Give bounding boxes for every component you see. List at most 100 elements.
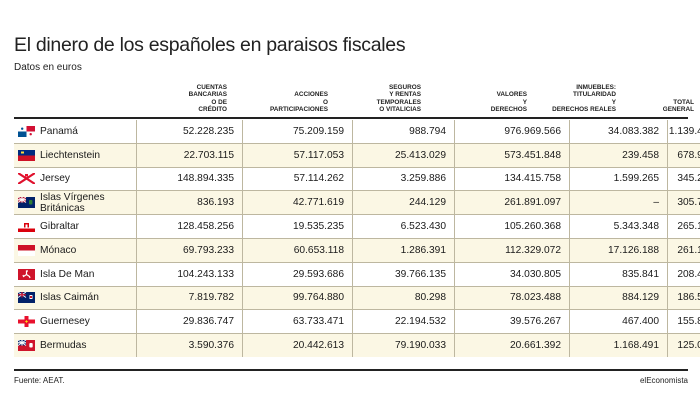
- bermuda-flag-icon: [17, 339, 35, 352]
- value-cell: 6.523.430: [352, 214, 455, 239]
- value-cell: 3.590.376: [136, 333, 243, 357]
- table-row: Gibraltar 128.458.256 19.535.235 6.523.430 1…: [14, 214, 700, 239]
- source-note: Fuente: AEAT.: [14, 376, 65, 385]
- country-name: Jersey: [40, 173, 71, 185]
- value-cell: 1.286.391: [352, 237, 455, 263]
- value-cell: 265.120.640: [667, 214, 700, 239]
- value-cell: 42.771.619: [242, 190, 353, 215]
- value-cell: 835.841: [569, 261, 668, 287]
- country-name: Mónaco: [40, 244, 77, 256]
- value-cell: 148.894.335: [136, 166, 243, 191]
- country-cell: Gibraltar: [14, 214, 137, 239]
- country-name: Panamá: [40, 125, 78, 137]
- value-cell: 208.469.603: [667, 261, 700, 287]
- value-cell: 112.329.072: [454, 237, 570, 263]
- column-header: SEGUROS Y RENTAS TEMPORALES O VITALICIAS: [376, 83, 421, 114]
- value-cell: 39.766.135: [352, 261, 455, 287]
- country-cell: Mónaco: [14, 237, 137, 263]
- table-row: Isla De Man 104.243.133 29.593.686 39.766.1…: [14, 261, 700, 287]
- country-cell: Bermudas: [14, 333, 137, 357]
- value-cell: 261.188.004: [667, 237, 700, 263]
- table-row: Islas Caimán 7.819.782 99.764.880 80.298 78.…: [14, 285, 700, 310]
- value-cell: 128.458.256: [136, 214, 243, 239]
- isle-of-man-flag-icon: [18, 268, 35, 280]
- value-cell: 34.030.805: [454, 261, 570, 287]
- value-cell: 29.593.686: [242, 261, 353, 287]
- value-cell: 678.924.504: [667, 142, 700, 168]
- guernsey-flag-icon: [18, 316, 35, 328]
- value-cell: 305.743.038: [667, 190, 700, 215]
- value-cell: 1.168.491: [569, 333, 668, 357]
- country-cell: Islas Caimán: [14, 285, 137, 310]
- country-name: Gibraltar: [40, 221, 80, 233]
- value-cell: 34.083.382: [569, 120, 668, 144]
- country-cell: Islas Vírgenes Británicas: [14, 190, 137, 215]
- value-cell: 104.243.133: [136, 261, 243, 287]
- value-cell: 20.442.613: [242, 333, 353, 357]
- country-name: Isla De Man: [40, 268, 95, 280]
- value-cell: 261.891.097: [454, 190, 570, 215]
- value-cell: 29.836.747: [136, 309, 243, 334]
- country-name: Guernesey: [40, 316, 90, 328]
- value-cell: 884.129: [569, 285, 668, 310]
- country-cell: Guernesey: [14, 309, 137, 334]
- country-cell: Liechtenstein: [14, 142, 137, 168]
- value-cell: 7.819.782: [136, 285, 243, 310]
- table-row: Islas Vírgenes Británicas 836.193 42.771.6…: [14, 190, 700, 215]
- value-cell: 244.129: [352, 190, 455, 215]
- country-cell: Isla De Man: [14, 261, 137, 287]
- value-cell: 22.194.532: [352, 309, 455, 334]
- value-cell: 78.023.488: [454, 285, 570, 310]
- country-name: Liechtenstein: [40, 149, 101, 161]
- value-cell: 345.283.508: [667, 166, 700, 191]
- data-table: Panamá 52.228.235 75.209.159 988.794 976.969…: [14, 120, 700, 357]
- value-cell: 186.572.579: [667, 285, 700, 310]
- liechtenstein-flag-icon: [18, 149, 35, 161]
- monaco-flag-icon: [18, 244, 35, 256]
- value-cell: 22.703.115: [136, 142, 243, 168]
- table-row: Jersey 148.894.335 57.114.262 3.259.886 134.…: [14, 166, 700, 191]
- value-cell: 467.400: [569, 309, 668, 334]
- value-cell: 80.298: [352, 285, 455, 310]
- value-cell: 5.343.348: [569, 214, 668, 239]
- value-cell: 39.576.267: [454, 309, 570, 334]
- country-name: Bermudas: [40, 340, 87, 352]
- value-cell: 20.661.392: [454, 333, 570, 357]
- table-row: Panamá 52.228.235 75.209.159 988.794 976.969…: [14, 120, 700, 144]
- cayman-flag-icon: [17, 292, 35, 304]
- jersey-flag-icon: [17, 172, 36, 186]
- country-name: Islas Vírgenes Británicas: [40, 191, 105, 214]
- table-row: Guernesey 29.836.747 63.733.471 22.194.532 3…: [14, 309, 700, 334]
- panama-flag-icon: [18, 125, 35, 137]
- gibraltar-flag-icon: [18, 221, 35, 233]
- page-title: El dinero de los españoles en paraisos f…: [14, 34, 406, 56]
- value-cell: 75.209.159: [242, 120, 353, 144]
- value-cell: 155.808.419: [667, 309, 700, 334]
- header-rule: [14, 117, 688, 119]
- value-cell: 79.190.033: [352, 333, 455, 357]
- value-cell: 19.535.235: [242, 214, 353, 239]
- value-cell: 69.793.233: [136, 237, 243, 263]
- value-cell: 988.794: [352, 120, 455, 144]
- footer-rule: [14, 369, 688, 371]
- value-cell: 239.458: [569, 142, 668, 168]
- value-cell: 57.117.053: [242, 142, 353, 168]
- value-cell: 60.653.118: [242, 237, 353, 263]
- value-cell: 1.599.265: [569, 166, 668, 191]
- brand-credit: elEconomista: [639, 376, 688, 385]
- value-cell: 63.733.471: [242, 309, 353, 334]
- value-cell: –: [569, 190, 668, 215]
- value-cell: 52.228.235: [136, 120, 243, 144]
- subtitle: Datos en euros: [14, 62, 82, 73]
- value-cell: 1.139.479.138: [667, 120, 700, 144]
- table-row: Bermudas 3.590.376 20.442.613 79.190.033 20.…: [14, 333, 700, 357]
- country-name: Islas Caimán: [40, 292, 99, 304]
- column-header: TOTAL GENERAL: [662, 98, 694, 114]
- value-cell: 573.451.848: [454, 142, 570, 168]
- column-header: ACCIONES O PARTICIPACIONES: [270, 91, 328, 114]
- value-cell: 125.052.909: [667, 333, 700, 357]
- column-header: VALORES Y DERECHOS: [490, 91, 527, 114]
- value-cell: 57.114.262: [242, 166, 353, 191]
- value-cell: 3.259.886: [352, 166, 455, 191]
- table-row: Mónaco 69.793.233 60.653.118 1.286.391 112.3…: [14, 237, 700, 263]
